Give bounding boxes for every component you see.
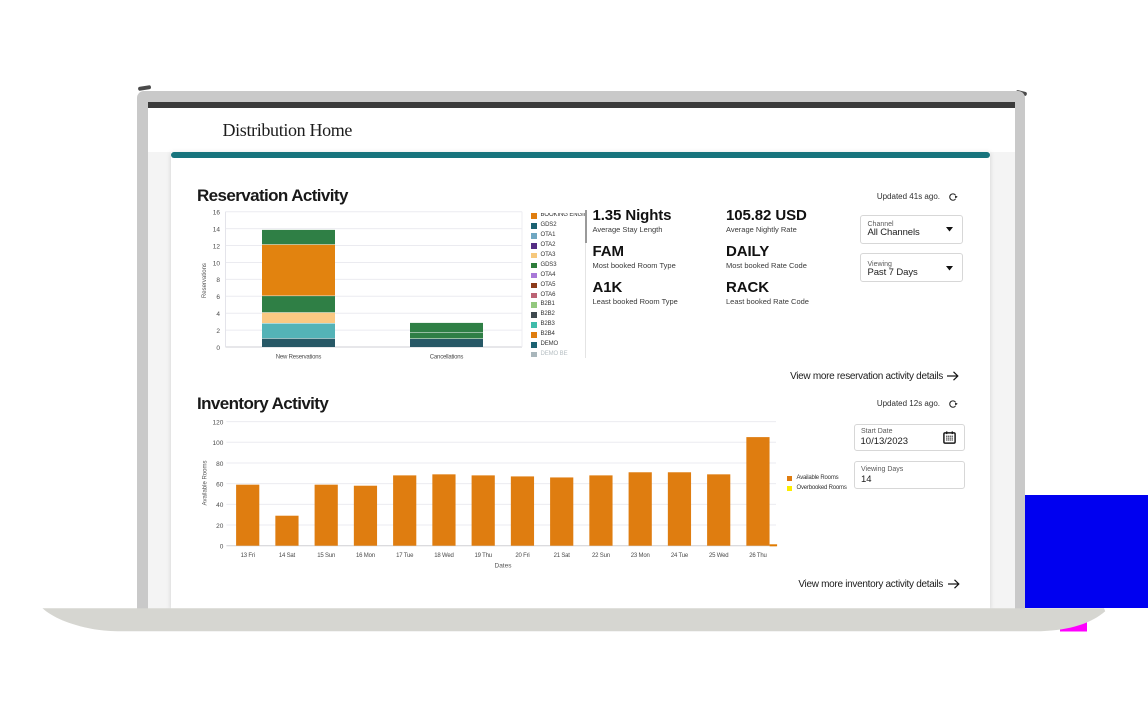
- svg-text:22 Sun: 22 Sun: [592, 553, 610, 559]
- svg-text:24 Tue: 24 Tue: [671, 553, 689, 559]
- svg-text:Available Rooms: Available Rooms: [203, 461, 209, 506]
- svg-text:21 Sat: 21 Sat: [554, 553, 571, 559]
- svg-text:20 Fri: 20 Fri: [515, 553, 529, 559]
- svg-text:14 Sat: 14 Sat: [279, 553, 296, 559]
- svg-text:Reservations: Reservations: [202, 263, 208, 298]
- svg-text:20: 20: [216, 523, 224, 530]
- svg-text:13 Fri: 13 Fri: [241, 553, 255, 559]
- svg-text:15 Sun: 15 Sun: [317, 553, 335, 559]
- svg-text:26 Thu: 26 Thu: [749, 553, 766, 559]
- svg-text:Dates: Dates: [495, 563, 513, 570]
- svg-text:12: 12: [213, 243, 221, 250]
- svg-text:23 Mon: 23 Mon: [631, 553, 650, 559]
- svg-text:16: 16: [213, 210, 221, 217]
- svg-text:6: 6: [216, 294, 220, 301]
- svg-text:80: 80: [216, 461, 224, 468]
- svg-text:8: 8: [216, 277, 220, 284]
- svg-text:2: 2: [216, 328, 220, 335]
- svg-text:18 Wed: 18 Wed: [434, 553, 453, 559]
- svg-text:10: 10: [213, 260, 221, 267]
- svg-text:4: 4: [216, 311, 220, 318]
- svg-text:60: 60: [216, 481, 224, 488]
- svg-text:0: 0: [220, 544, 224, 551]
- svg-text:New Reservations: New Reservations: [276, 355, 322, 361]
- svg-text:19 Thu: 19 Thu: [475, 553, 492, 559]
- svg-text:0: 0: [216, 345, 220, 352]
- svg-text:25 Wed: 25 Wed: [709, 553, 728, 559]
- svg-text:16 Mon: 16 Mon: [356, 553, 375, 559]
- svg-text:120: 120: [213, 419, 224, 426]
- svg-text:40: 40: [216, 502, 224, 509]
- svg-text:14: 14: [213, 226, 221, 233]
- svg-text:17 Tue: 17 Tue: [396, 553, 414, 559]
- svg-text:Cancellations: Cancellations: [430, 355, 464, 361]
- svg-text:100: 100: [213, 440, 224, 447]
